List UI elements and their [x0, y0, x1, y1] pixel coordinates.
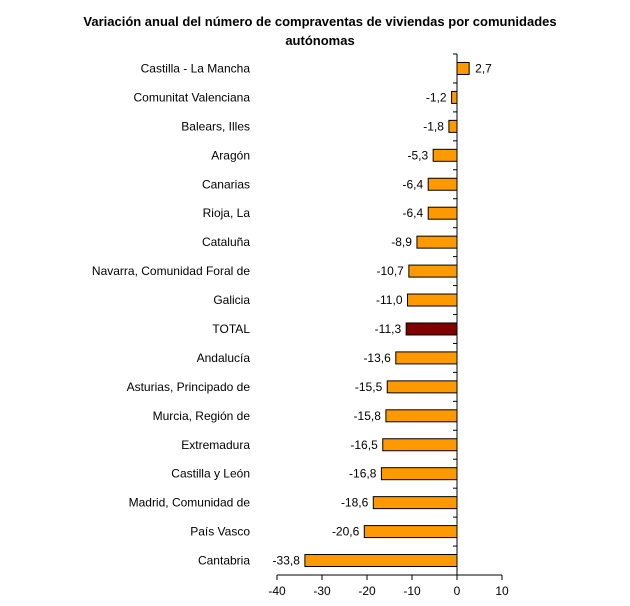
bar [456, 61, 470, 75]
x-tick-label: 0 [454, 584, 461, 598]
data-label: -18,6 [341, 496, 369, 510]
category-label: Comunitat Valenciana [133, 90, 250, 104]
category-label: Murcia, Región de [153, 409, 251, 423]
data-label: -33,8 [273, 554, 301, 568]
category-label: Aragón [211, 148, 250, 162]
bar [304, 554, 458, 568]
bar [363, 525, 458, 539]
x-tick-label: -20 [358, 584, 376, 598]
bar [407, 293, 458, 307]
bar [405, 322, 458, 336]
category-label: Canarias [202, 177, 250, 191]
bar [382, 438, 458, 452]
category-label: Balears, Illes [181, 119, 250, 133]
bar [386, 380, 458, 394]
data-label: -1,2 [426, 90, 447, 104]
data-label: -1,8 [423, 119, 444, 133]
bar [372, 496, 458, 510]
category-label: Castilla - La Mancha [141, 61, 251, 75]
x-tick-label: -40 [268, 584, 286, 598]
data-label: -5,3 [407, 148, 428, 162]
x-tick-label: -10 [403, 584, 421, 598]
data-label: -15,8 [354, 409, 382, 423]
category-label: Andalucía [197, 351, 251, 365]
bar [448, 119, 458, 133]
category-label: Asturias, Principado de [127, 380, 251, 394]
category-label: Navarra, Comunidad Foral de [92, 264, 250, 278]
bar [380, 467, 458, 481]
bar [432, 148, 458, 162]
bar [451, 90, 458, 104]
chart-title: Variación anual del número de compravent… [83, 14, 557, 48]
data-label: -8,9 [391, 235, 412, 249]
category-label: Castilla y León [171, 467, 250, 481]
data-label: -6,4 [403, 177, 424, 191]
data-label: -6,4 [403, 206, 424, 220]
data-label: -16,5 [350, 438, 378, 452]
data-label: -11,0 [376, 293, 403, 307]
bar [416, 235, 458, 249]
data-label: -10,7 [376, 264, 404, 278]
category-label: Cataluña [202, 235, 250, 249]
bar [427, 177, 458, 191]
x-tick-label: 10 [495, 584, 509, 598]
x-tick-label: -30 [313, 584, 331, 598]
data-label: -15,5 [355, 380, 383, 394]
category-label: Madrid, Comunidad de [129, 496, 251, 510]
category-label: Cantabria [198, 554, 250, 568]
bar [427, 206, 458, 220]
category-label: País Vasco [190, 525, 250, 539]
data-label: -16,8 [349, 467, 377, 481]
bar [395, 351, 458, 365]
bar [385, 409, 458, 423]
category-label: Rioja, La [203, 206, 251, 220]
data-label: 2,7 [475, 61, 492, 75]
data-label: -13,6 [363, 351, 391, 365]
data-label: -11,3 [375, 322, 402, 336]
category-label: Extremadura [181, 438, 250, 452]
data-label: -20,6 [332, 525, 360, 539]
category-label: Galicia [213, 293, 250, 307]
category-label: TOTAL [212, 322, 250, 336]
bar [408, 264, 458, 278]
